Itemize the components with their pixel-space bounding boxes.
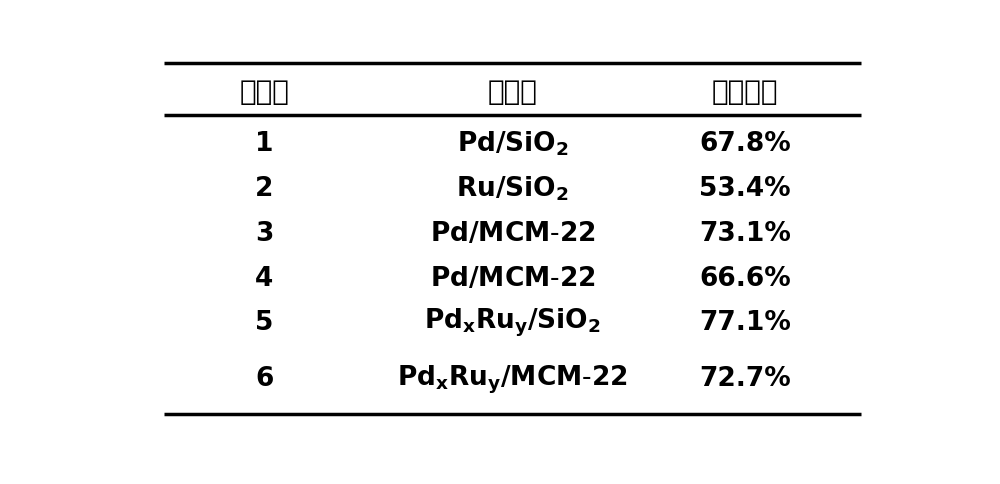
- Text: $\mathbf{Pd/SiO_2}$: $\mathbf{Pd/SiO_2}$: [457, 130, 568, 158]
- Text: $\mathbf{Pd/ MCM\text{-}22}$: $\mathbf{Pd/ MCM\text{-}22}$: [430, 220, 595, 246]
- Text: 对比例: 对比例: [240, 77, 289, 106]
- Text: 催化剂: 催化剂: [488, 77, 537, 106]
- Text: 77.1%: 77.1%: [699, 310, 791, 336]
- Text: 催化效率: 催化效率: [712, 77, 778, 106]
- Text: 53.4%: 53.4%: [699, 176, 791, 201]
- Text: 72.7%: 72.7%: [699, 365, 791, 392]
- Text: 67.8%: 67.8%: [699, 131, 791, 157]
- Text: 4: 4: [255, 265, 274, 291]
- Text: $\mathbf{Pd/ MCM\text{-}22}$: $\mathbf{Pd/ MCM\text{-}22}$: [430, 265, 595, 291]
- Text: 5: 5: [255, 310, 274, 336]
- Text: 6: 6: [255, 365, 274, 392]
- Text: 73.1%: 73.1%: [699, 220, 791, 246]
- Text: 66.6%: 66.6%: [699, 265, 791, 291]
- Text: $\mathbf{Pd_xRu_y/SiO_2}$: $\mathbf{Pd_xRu_y/SiO_2}$: [424, 306, 601, 339]
- Text: $\mathbf{Pd_xRu_y/ MCM\text{-}22}$: $\mathbf{Pd_xRu_y/ MCM\text{-}22}$: [397, 363, 628, 394]
- Text: 3: 3: [255, 220, 274, 246]
- Text: $\mathbf{Ru/SiO_2}$: $\mathbf{Ru/SiO_2}$: [456, 174, 569, 203]
- Text: 2: 2: [255, 176, 274, 201]
- Text: 1: 1: [255, 131, 274, 157]
